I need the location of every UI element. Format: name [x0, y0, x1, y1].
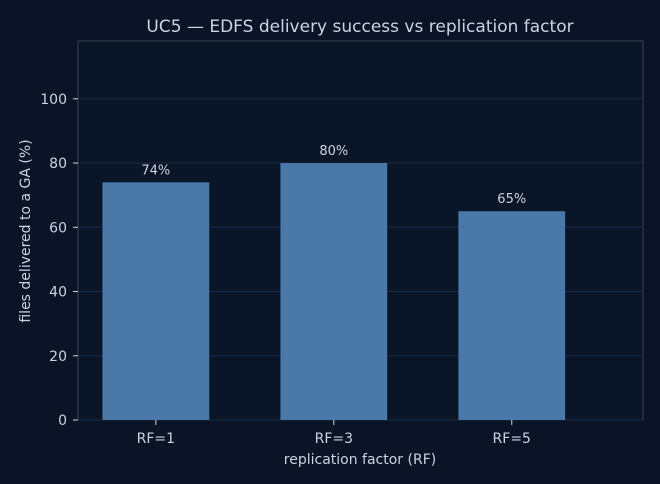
y-tick-label-60: 60: [49, 220, 67, 236]
bar-RF=1: [102, 182, 210, 420]
chart-title: UC5 — EDFS delivery success vs replicati…: [146, 17, 573, 37]
bar-RF=5: [458, 211, 566, 420]
x-tick-label-RF=5: RF=5: [493, 431, 531, 447]
bars: [102, 163, 566, 420]
data-label-RF=1: 74%: [141, 163, 170, 178]
y-tick-label-40: 40: [49, 285, 67, 301]
y-axis-label: files delivered to a GA (%): [18, 139, 34, 322]
plot-area: 74% 80% 65% 0 20 40 60 80 100 RF=1 RF=3 RF=5: [40, 40, 644, 447]
x-axis-label: replication factor (RF): [284, 452, 436, 468]
data-labels: 74% 80% 65%: [141, 144, 526, 207]
x-axis-ticks: RF=1 RF=3 RF=5: [137, 420, 531, 447]
x-tick-label-RF=3: RF=3: [315, 431, 353, 447]
y-tick-label-100: 100: [40, 92, 67, 108]
bar-RF=3: [280, 163, 388, 420]
y-tick-label-20: 20: [49, 349, 67, 365]
y-axis-ticks: 0 20 40 60 80 100: [40, 92, 78, 429]
y-tick-label-0: 0: [58, 413, 67, 429]
x-tick-label-RF=1: RF=1: [137, 431, 175, 447]
y-tick-label-80: 80: [49, 156, 67, 172]
data-label-RF=5: 65%: [497, 192, 526, 207]
data-label-RF=3: 80%: [319, 144, 348, 159]
